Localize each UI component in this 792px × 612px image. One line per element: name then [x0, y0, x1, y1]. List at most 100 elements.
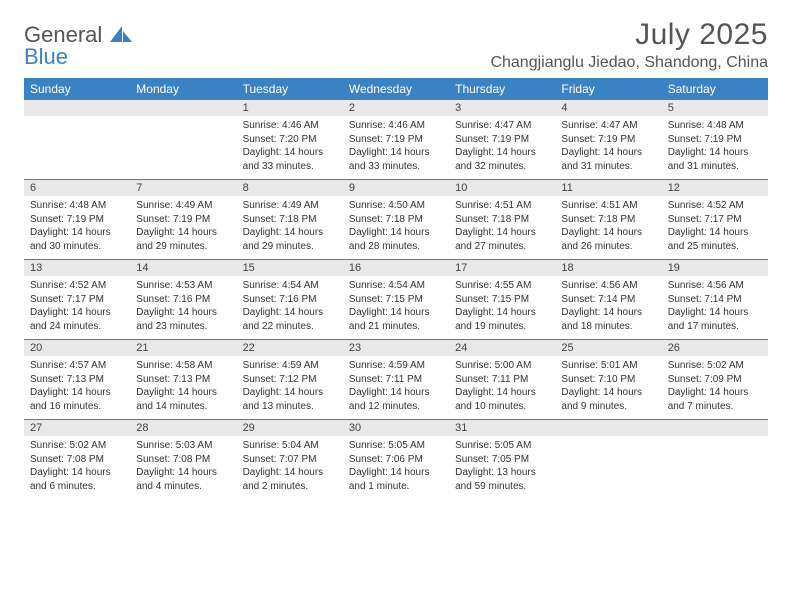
sunset-text: Sunset: 7:15 PM — [349, 293, 443, 307]
sunset-text: Sunset: 7:17 PM — [668, 213, 762, 227]
day-data-cell — [555, 436, 661, 499]
sunrise-text: Sunrise: 4:54 AM — [349, 279, 443, 293]
sunset-text: Sunset: 7:13 PM — [30, 373, 124, 387]
sunset-text: Sunset: 7:11 PM — [349, 373, 443, 387]
col-friday: Friday — [555, 78, 661, 100]
title-block: July 2025 Changjianglu Jiedao, Shandong,… — [490, 18, 768, 72]
sunset-text: Sunset: 7:19 PM — [136, 213, 230, 227]
daylight-line1: Daylight: 14 hours — [455, 306, 549, 320]
daylight-line2: and 13 minutes. — [243, 400, 337, 414]
daylight-line1: Daylight: 14 hours — [30, 306, 124, 320]
day-data-cell: Sunrise: 4:49 AMSunset: 7:19 PMDaylight:… — [130, 196, 236, 260]
sunrise-text: Sunrise: 5:05 AM — [455, 439, 549, 453]
daylight-line1: Daylight: 14 hours — [561, 146, 655, 160]
daylight-line2: and 23 minutes. — [136, 320, 230, 334]
sunset-text: Sunset: 7:13 PM — [136, 373, 230, 387]
sunrise-text: Sunrise: 4:56 AM — [561, 279, 655, 293]
week-daynum-row: 2728293031 — [24, 420, 768, 437]
daylight-line1: Daylight: 14 hours — [561, 226, 655, 240]
day-number-cell: 2 — [343, 100, 449, 116]
daylight-line1: Daylight: 14 hours — [455, 146, 549, 160]
weekday-header-row: Sunday Monday Tuesday Wednesday Thursday… — [24, 78, 768, 100]
sunrise-text: Sunrise: 4:46 AM — [349, 119, 443, 133]
day-number-cell: 16 — [343, 260, 449, 277]
day-number-cell: 24 — [449, 340, 555, 357]
day-data-cell: Sunrise: 5:05 AMSunset: 7:06 PMDaylight:… — [343, 436, 449, 499]
sunset-text: Sunset: 7:19 PM — [30, 213, 124, 227]
sunrise-text: Sunrise: 4:49 AM — [136, 199, 230, 213]
sunset-text: Sunset: 7:15 PM — [455, 293, 549, 307]
sunrise-text: Sunrise: 4:58 AM — [136, 359, 230, 373]
sunset-text: Sunset: 7:06 PM — [349, 453, 443, 467]
day-number-cell: 7 — [130, 180, 236, 197]
daylight-line2: and 29 minutes. — [243, 240, 337, 254]
day-data-cell: Sunrise: 4:48 AMSunset: 7:19 PMDaylight:… — [24, 196, 130, 260]
header: General Blue July 2025 Changjianglu Jied… — [24, 18, 768, 72]
sunset-text: Sunset: 7:08 PM — [30, 453, 124, 467]
daylight-line1: Daylight: 14 hours — [455, 226, 549, 240]
logo-word2: Blue — [24, 44, 68, 69]
sunrise-text: Sunrise: 4:57 AM — [30, 359, 124, 373]
day-data-cell: Sunrise: 5:02 AMSunset: 7:08 PMDaylight:… — [24, 436, 130, 499]
sunset-text: Sunset: 7:14 PM — [668, 293, 762, 307]
sunrise-text: Sunrise: 4:51 AM — [455, 199, 549, 213]
daylight-line2: and 25 minutes. — [668, 240, 762, 254]
sunrise-text: Sunrise: 4:52 AM — [30, 279, 124, 293]
daylight-line2: and 14 minutes. — [136, 400, 230, 414]
col-monday: Monday — [130, 78, 236, 100]
day-number-cell: 4 — [555, 100, 661, 116]
sunrise-text: Sunrise: 4:48 AM — [30, 199, 124, 213]
daylight-line1: Daylight: 14 hours — [243, 226, 337, 240]
day-number-cell: 25 — [555, 340, 661, 357]
sunset-text: Sunset: 7:10 PM — [561, 373, 655, 387]
day-number-cell: 28 — [130, 420, 236, 437]
day-data-cell: Sunrise: 4:53 AMSunset: 7:16 PMDaylight:… — [130, 276, 236, 340]
daylight-line2: and 27 minutes. — [455, 240, 549, 254]
day-number-cell: 31 — [449, 420, 555, 437]
daylight-line1: Daylight: 14 hours — [243, 146, 337, 160]
sunrise-text: Sunrise: 4:46 AM — [243, 119, 337, 133]
location: Changjianglu Jiedao, Shandong, China — [490, 54, 768, 72]
sunrise-text: Sunrise: 5:02 AM — [668, 359, 762, 373]
daylight-line2: and 9 minutes. — [561, 400, 655, 414]
daylight-line1: Daylight: 14 hours — [349, 226, 443, 240]
day-data-cell: Sunrise: 4:47 AMSunset: 7:19 PMDaylight:… — [555, 116, 661, 180]
daylight-line2: and 33 minutes. — [243, 160, 337, 174]
daylight-line2: and 26 minutes. — [561, 240, 655, 254]
daylight-line2: and 30 minutes. — [30, 240, 124, 254]
day-number-cell: 8 — [237, 180, 343, 197]
daylight-line2: and 16 minutes. — [30, 400, 124, 414]
sunrise-text: Sunrise: 4:59 AM — [243, 359, 337, 373]
daylight-line2: and 1 minute. — [349, 480, 443, 494]
sunrise-text: Sunrise: 4:53 AM — [136, 279, 230, 293]
sunrise-text: Sunrise: 5:04 AM — [243, 439, 337, 453]
day-data-cell: Sunrise: 4:51 AMSunset: 7:18 PMDaylight:… — [555, 196, 661, 260]
daylight-line2: and 28 minutes. — [349, 240, 443, 254]
daylight-line1: Daylight: 14 hours — [561, 306, 655, 320]
sunrise-text: Sunrise: 4:50 AM — [349, 199, 443, 213]
day-data-cell — [662, 436, 768, 499]
week-daynum-row: 6789101112 — [24, 180, 768, 197]
logo-text: General Blue — [24, 24, 132, 68]
daylight-line2: and 29 minutes. — [136, 240, 230, 254]
sunset-text: Sunset: 7:07 PM — [243, 453, 337, 467]
sunrise-text: Sunrise: 4:47 AM — [455, 119, 549, 133]
logo-sail-icon — [110, 26, 132, 42]
sunset-text: Sunset: 7:20 PM — [243, 133, 337, 147]
sunrise-text: Sunrise: 4:47 AM — [561, 119, 655, 133]
day-number-cell: 27 — [24, 420, 130, 437]
sunset-text: Sunset: 7:19 PM — [455, 133, 549, 147]
sunset-text: Sunset: 7:17 PM — [30, 293, 124, 307]
col-tuesday: Tuesday — [237, 78, 343, 100]
week-data-row: Sunrise: 4:46 AMSunset: 7:20 PMDaylight:… — [24, 116, 768, 180]
day-number-cell: 5 — [662, 100, 768, 116]
day-data-cell: Sunrise: 5:02 AMSunset: 7:09 PMDaylight:… — [662, 356, 768, 420]
week-daynum-row: 13141516171819 — [24, 260, 768, 277]
daylight-line2: and 10 minutes. — [455, 400, 549, 414]
sunset-text: Sunset: 7:18 PM — [243, 213, 337, 227]
sunset-text: Sunset: 7:14 PM — [561, 293, 655, 307]
daylight-line2: and 17 minutes. — [668, 320, 762, 334]
sunset-text: Sunset: 7:18 PM — [455, 213, 549, 227]
week-daynum-row: 12345 — [24, 100, 768, 116]
week-data-row: Sunrise: 4:48 AMSunset: 7:19 PMDaylight:… — [24, 196, 768, 260]
